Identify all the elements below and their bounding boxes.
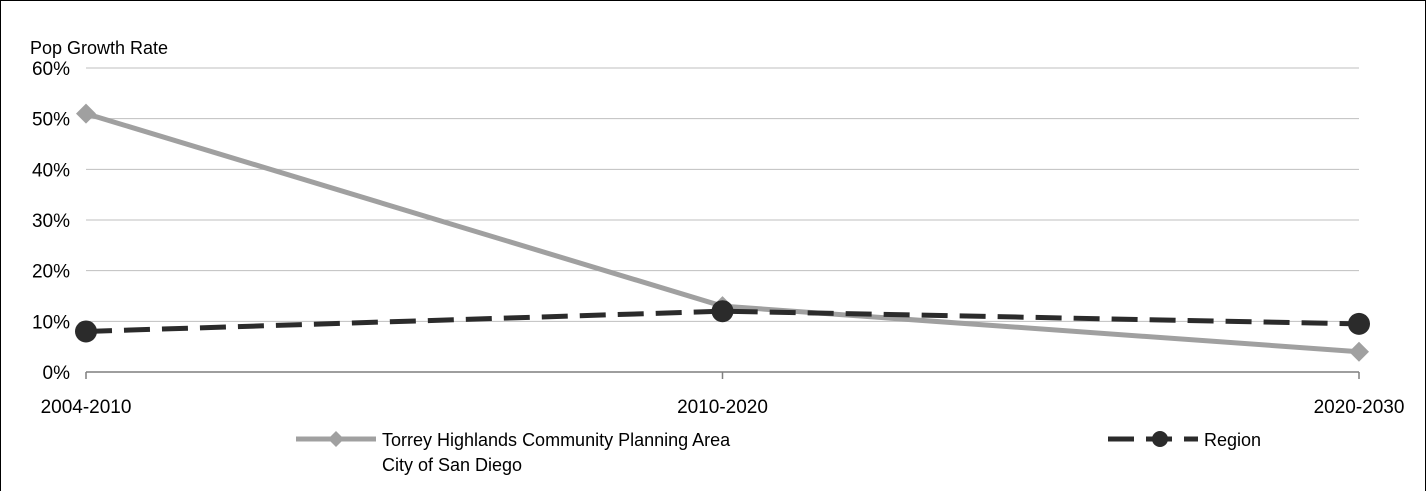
series-line-1 (85, 308, 1360, 334)
legend-label-torrey: Torrey Highlands Community Planning Area (382, 430, 731, 450)
series-point-0 (1349, 341, 1369, 362)
series-group (75, 103, 1370, 362)
legend-label-region: Region (1204, 430, 1261, 450)
series-point-0 (76, 103, 96, 124)
y-tick-label: 40% (32, 160, 70, 181)
y-tick-label: 60% (32, 59, 70, 80)
y-axis-ticks: 0% 10% 20% 30% 40% 50% 60% (32, 59, 70, 384)
gridlines (86, 67, 1359, 322)
x-axis-ticks: 2004-2010 2010-2020 2020-2030 (41, 372, 1405, 418)
series-point-1 (711, 300, 734, 323)
legend-swatch-region-marker (1152, 431, 1168, 447)
y-tick-label: 20% (32, 262, 70, 283)
x-tick-label: 2010-2020 (677, 397, 768, 418)
y-tick-label: 0% (43, 363, 71, 384)
y-tick-label: 30% (32, 211, 70, 232)
y-tick-label: 50% (32, 110, 70, 131)
series-point-1 (1348, 312, 1370, 335)
x-tick-label: 2020-2030 (1314, 397, 1405, 418)
x-tick-label: 2004-2010 (41, 397, 132, 418)
y-tick-label: 10% (32, 312, 70, 333)
legend: Torrey Highlands Community Planning Area… (296, 430, 1261, 475)
legend-label-torrey-line2: City of San Diego (382, 455, 522, 475)
series-point-1 (75, 320, 97, 343)
legend-swatch-torrey-marker (328, 431, 344, 447)
y-axis-label: Pop Growth Rate (30, 38, 168, 58)
